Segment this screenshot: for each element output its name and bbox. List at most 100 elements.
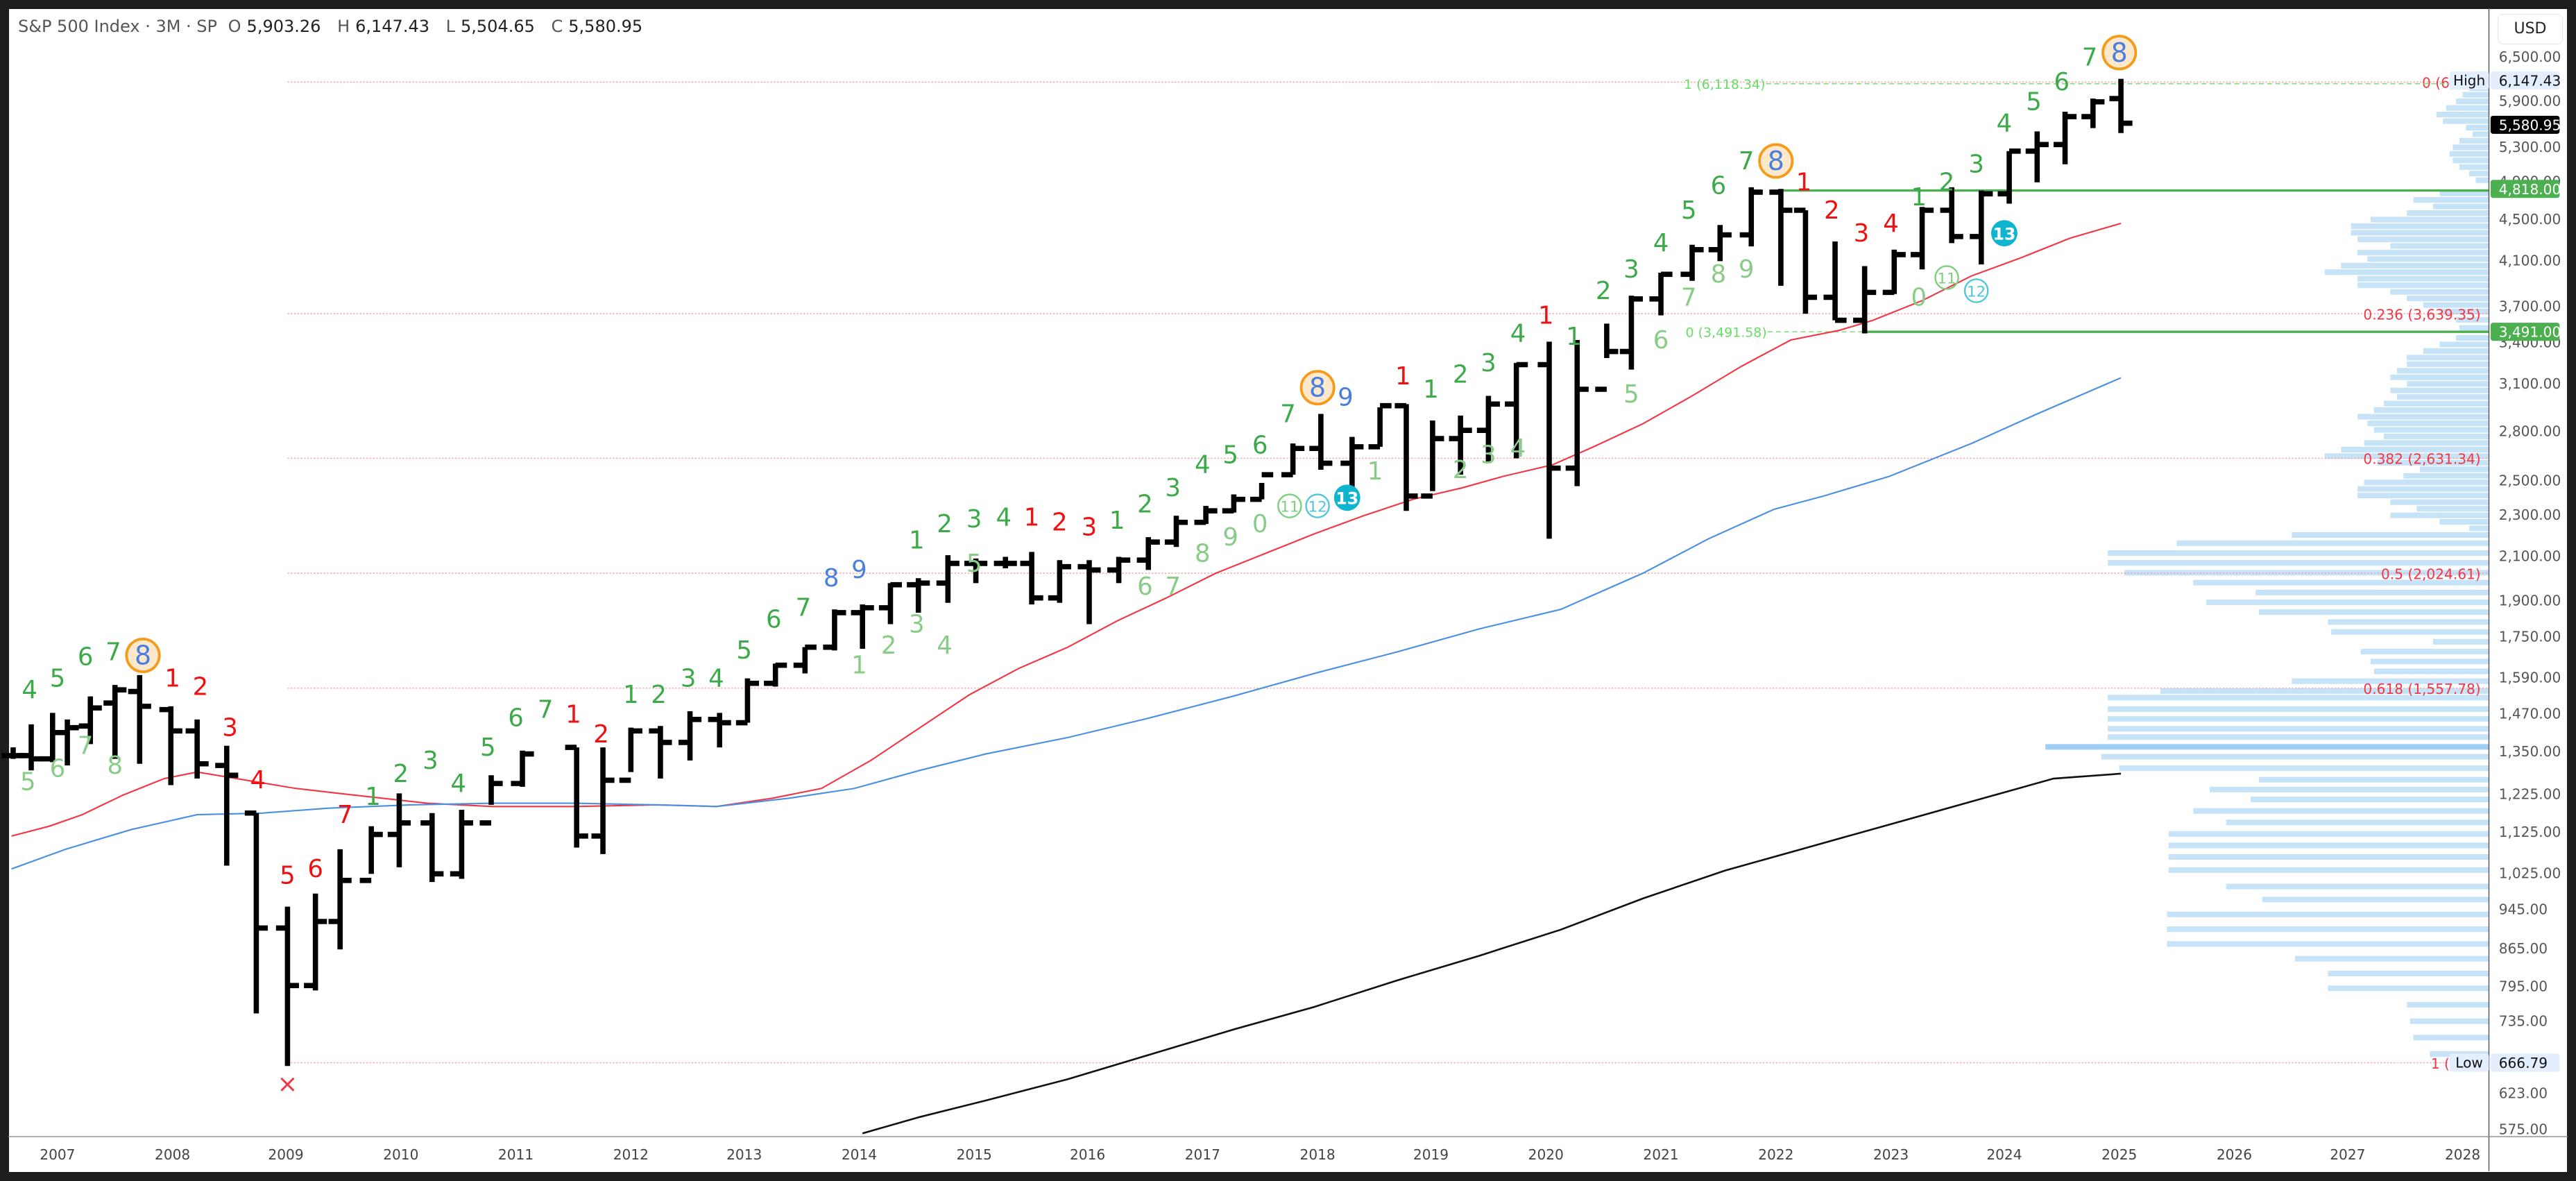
td-circle-marker: 11 bbox=[1934, 265, 1959, 290]
td-count-label: 6 bbox=[2054, 68, 2070, 96]
volume-profile-bar bbox=[2351, 223, 2489, 229]
ohlc-bar bbox=[1250, 472, 1274, 502]
ohlc-bar bbox=[823, 609, 846, 651]
td-count-label: 2 bbox=[1824, 196, 1840, 225]
td-count-label: 2 bbox=[651, 681, 667, 709]
ohlc-bar bbox=[964, 558, 988, 584]
ohlc-bar bbox=[649, 726, 672, 779]
volume-profile-bar bbox=[2255, 589, 2489, 595]
td-count-label: 3 bbox=[423, 747, 438, 775]
volume-profile-bar bbox=[2453, 144, 2489, 151]
td-count-label: 7 bbox=[1739, 147, 1755, 176]
ohlc-bar bbox=[387, 793, 411, 867]
ohlc-bar bbox=[185, 719, 209, 779]
volume-profile-bar bbox=[2390, 243, 2489, 249]
td-count-label: 1 bbox=[565, 701, 581, 729]
td-count-label: 6 bbox=[1252, 431, 1268, 459]
volume-profile-bar bbox=[2108, 716, 2489, 722]
svg-text:11: 11 bbox=[1280, 498, 1299, 516]
td-count-label: 9 bbox=[1222, 523, 1238, 552]
price-tick: 4,100.00 bbox=[2499, 252, 2561, 269]
volume-profile-bar bbox=[2341, 262, 2489, 269]
ohlc-bar bbox=[1281, 443, 1305, 477]
td-count-label: 4 bbox=[996, 504, 1012, 532]
price-tick: 575.00 bbox=[2499, 1121, 2548, 1138]
td-circle-marker: 13 bbox=[1990, 220, 2018, 247]
ohlc-bar bbox=[479, 775, 503, 826]
ohlc-bar bbox=[78, 696, 102, 745]
price-tick: 1,350.00 bbox=[2499, 743, 2561, 760]
td-circle-marker: 8 bbox=[1299, 370, 1336, 406]
year-tick: 2023 bbox=[1873, 1146, 1909, 1163]
td-count-label: 0 bbox=[1911, 283, 1927, 312]
currency-button[interactable]: USD bbox=[2498, 14, 2563, 44]
td-count-label: 1 bbox=[1538, 301, 1554, 330]
year-tick: 2010 bbox=[383, 1146, 418, 1163]
td-count-label: 2 bbox=[1453, 456, 1469, 484]
svg-text:12: 12 bbox=[1308, 498, 1327, 516]
td-count-label: 7 bbox=[1165, 572, 1181, 601]
td-count-label: 4 bbox=[250, 766, 266, 795]
open-label: O bbox=[228, 17, 241, 36]
td-count-label: 4 bbox=[1653, 229, 1669, 257]
low-value: 5,504.65 bbox=[461, 17, 535, 36]
volume-profile-bar bbox=[2432, 638, 2489, 645]
td-count-label: 1 bbox=[1796, 169, 1812, 197]
td-count-label: 7 bbox=[337, 801, 353, 829]
ohlc-bar bbox=[1309, 414, 1333, 470]
price-tick: 1,750.00 bbox=[2499, 628, 2561, 645]
volume-profile-bar bbox=[2364, 479, 2489, 486]
volume-profile-bar bbox=[2456, 99, 2489, 105]
td-count-label: 4 bbox=[937, 631, 953, 660]
price-tick: 2,800.00 bbox=[2499, 423, 2561, 439]
volume-profile-bar bbox=[2407, 210, 2489, 216]
symbol-label: S&P 500 Index · 3M · SP bbox=[18, 17, 218, 36]
td-count-label: 2 bbox=[193, 672, 209, 701]
high-value: 6,147.43 bbox=[355, 17, 429, 36]
volume-profile-bar bbox=[2209, 786, 2489, 792]
horizontal-levels bbox=[1777, 189, 2489, 333]
ohlc-bar bbox=[359, 826, 383, 883]
volume-profile-bar bbox=[2475, 177, 2489, 183]
td-count-label: 2 bbox=[593, 720, 609, 749]
ohlc-bar bbox=[1680, 244, 1704, 281]
volume-profile-bar bbox=[2357, 249, 2489, 255]
td-count-label: 4 bbox=[1195, 451, 1211, 479]
td-count-label: 5 bbox=[1222, 441, 1238, 470]
td-count-label: 2 bbox=[1052, 509, 1068, 537]
price-tick: 795.00 bbox=[2499, 978, 2548, 995]
volume-profile-bar bbox=[2472, 131, 2489, 137]
td-count-label: 1 bbox=[1367, 457, 1383, 486]
td-count-label: 9 bbox=[1739, 255, 1755, 284]
volume-profile-bar bbox=[2439, 309, 2489, 315]
volume-profile-bar bbox=[2357, 493, 2489, 499]
ohlc-bar bbox=[1048, 560, 1071, 603]
year-tick: 2018 bbox=[1300, 1146, 1336, 1163]
volume-profile-bar bbox=[2416, 506, 2489, 512]
volume-profile-bar bbox=[2357, 275, 2489, 282]
td-count-label: 1 bbox=[623, 681, 639, 709]
td-count-label: 3 bbox=[1854, 219, 1870, 248]
volume-profile-bar bbox=[2167, 941, 2489, 947]
year-tick: 2014 bbox=[842, 1146, 877, 1163]
td-count-label: 3 bbox=[1481, 349, 1496, 377]
volume-profile-bar bbox=[2160, 688, 2489, 694]
volume-profile-bar bbox=[2443, 118, 2489, 124]
ohlc-bar bbox=[1823, 241, 1847, 323]
low-marker-icon: × bbox=[278, 1070, 298, 1098]
svg-text:6,147.43: 6,147.43 bbox=[2499, 73, 2561, 90]
price-tick: 623.00 bbox=[2499, 1085, 2548, 1101]
td-count-label: 3 bbox=[222, 714, 238, 742]
year-tick: 2026 bbox=[2217, 1146, 2252, 1163]
ohlc-bar bbox=[1739, 187, 1763, 247]
ohlc-bar bbox=[511, 750, 534, 787]
price-tick: 2,100.00 bbox=[2499, 547, 2561, 564]
volume-profile-bar bbox=[2413, 1035, 2489, 1041]
svg-text:666.79: 666.79 bbox=[2499, 1055, 2548, 1071]
ohlc-bar bbox=[1619, 296, 1643, 370]
ohlc-bar bbox=[565, 745, 588, 848]
price-tick: 6,500.00 bbox=[2499, 49, 2561, 65]
volume-profile-bar bbox=[2409, 1018, 2489, 1024]
year-tick: 2012 bbox=[613, 1146, 649, 1163]
